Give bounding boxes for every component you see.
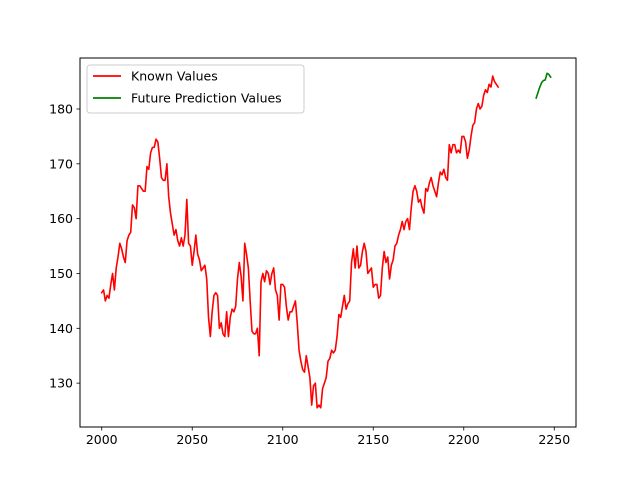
x-tick-label: 2250	[538, 432, 570, 447]
y-tick-label: 180	[49, 101, 73, 116]
series-line-known-values	[100, 75, 500, 409]
y-tick-label: 160	[49, 211, 73, 226]
y-tick-label: 170	[49, 156, 73, 171]
y-tick-label: 130	[49, 376, 73, 391]
x-tick-label: 2000	[86, 432, 118, 447]
series-line-future-prediction-values	[535, 72, 552, 100]
plot-area	[79, 57, 577, 428]
series-layer	[100, 72, 552, 409]
axes-frame	[79, 57, 577, 428]
y-tick-label: 140	[49, 321, 73, 336]
legend-label-prediction: Future Prediction Values	[131, 91, 282, 106]
x-tick-label: 2100	[267, 432, 299, 447]
x-tick-label: 2050	[176, 432, 208, 447]
x-axis: 2000 2050 2100 2150 2200 2250	[86, 427, 570, 447]
legend: Known Values Future Prediction Values	[86, 64, 305, 114]
x-tick-label: 2200	[448, 432, 480, 447]
x-tick-label: 2150	[357, 432, 389, 447]
y-tick-label: 150	[49, 266, 73, 281]
legend-label-known: Known Values	[131, 69, 218, 84]
legend-box	[86, 64, 305, 114]
y-axis: 130 140 150 160 170 180	[49, 101, 80, 391]
